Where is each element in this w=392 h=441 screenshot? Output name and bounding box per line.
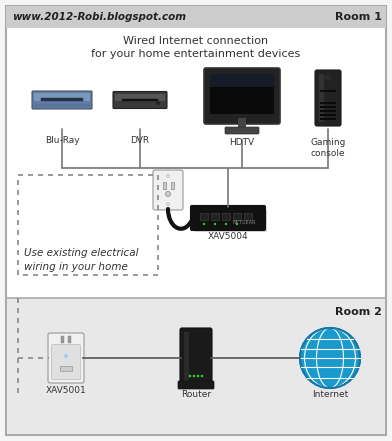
Circle shape [203,223,205,225]
Circle shape [167,202,169,206]
FancyBboxPatch shape [48,333,84,383]
Text: Use existing electrical
wiring in your home: Use existing electrical wiring in your h… [24,248,138,272]
Bar [320,114,336,116]
Bar [61,336,65,343]
FancyBboxPatch shape [315,70,341,126]
FancyBboxPatch shape [225,127,259,134]
Text: Internet: Internet [312,390,348,399]
Text: Blu-Ray: Blu-Ray [45,136,79,145]
Bar [195,210,267,232]
FancyBboxPatch shape [178,381,214,389]
Circle shape [189,375,191,377]
Circle shape [165,191,171,197]
Text: HDTV: HDTV [229,138,254,147]
Circle shape [325,75,330,81]
Text: Room 1: Room 1 [335,12,382,22]
Bar [34,93,90,101]
FancyBboxPatch shape [113,91,167,108]
Text: for your home entertainment devices: for your home entertainment devices [91,49,301,59]
Text: XAV5001: XAV5001 [45,386,86,395]
Bar [238,118,246,128]
Bar [244,213,252,220]
Text: XAV5004: XAV5004 [208,232,248,241]
Bar [200,213,208,220]
Bar [115,93,165,101]
Text: www.2012-Robi.blogspot.com: www.2012-Robi.blogspot.com [12,12,186,22]
Bar [184,332,189,384]
Bar [60,366,72,371]
Bar [319,74,324,122]
Bar [222,213,230,220]
Bar [171,182,174,189]
Bar [233,213,241,220]
Circle shape [64,354,68,358]
FancyBboxPatch shape [51,344,80,380]
Circle shape [236,223,238,225]
FancyBboxPatch shape [153,170,183,210]
FancyBboxPatch shape [191,206,265,231]
Text: Room 2: Room 2 [335,307,382,317]
Circle shape [225,223,227,225]
Circle shape [156,101,160,105]
Bar [320,90,336,92]
Circle shape [201,375,203,377]
Circle shape [214,223,216,225]
Bar [320,106,336,108]
Bar [320,118,336,120]
Bar [6,6,386,28]
Text: Gaming
console: Gaming console [310,138,346,158]
Bar [320,110,336,112]
Bar [122,99,158,101]
Bar [163,182,166,189]
Bar [320,102,336,104]
Circle shape [167,175,169,177]
Circle shape [193,375,195,377]
FancyBboxPatch shape [6,6,386,435]
FancyBboxPatch shape [204,68,280,124]
Text: Wired Internet connection: Wired Internet connection [123,36,269,46]
Bar [68,336,71,343]
Bar [41,98,83,101]
Circle shape [197,375,199,377]
Text: NETGEAR: NETGEAR [232,220,256,224]
Bar [210,74,274,114]
Bar [7,298,385,434]
Text: DVR: DVR [131,136,150,145]
Bar [34,104,90,107]
Bar [210,74,274,87]
Bar [211,213,219,220]
Text: Router: Router [181,390,211,399]
Circle shape [300,328,360,388]
FancyBboxPatch shape [180,328,212,388]
FancyBboxPatch shape [32,91,92,109]
